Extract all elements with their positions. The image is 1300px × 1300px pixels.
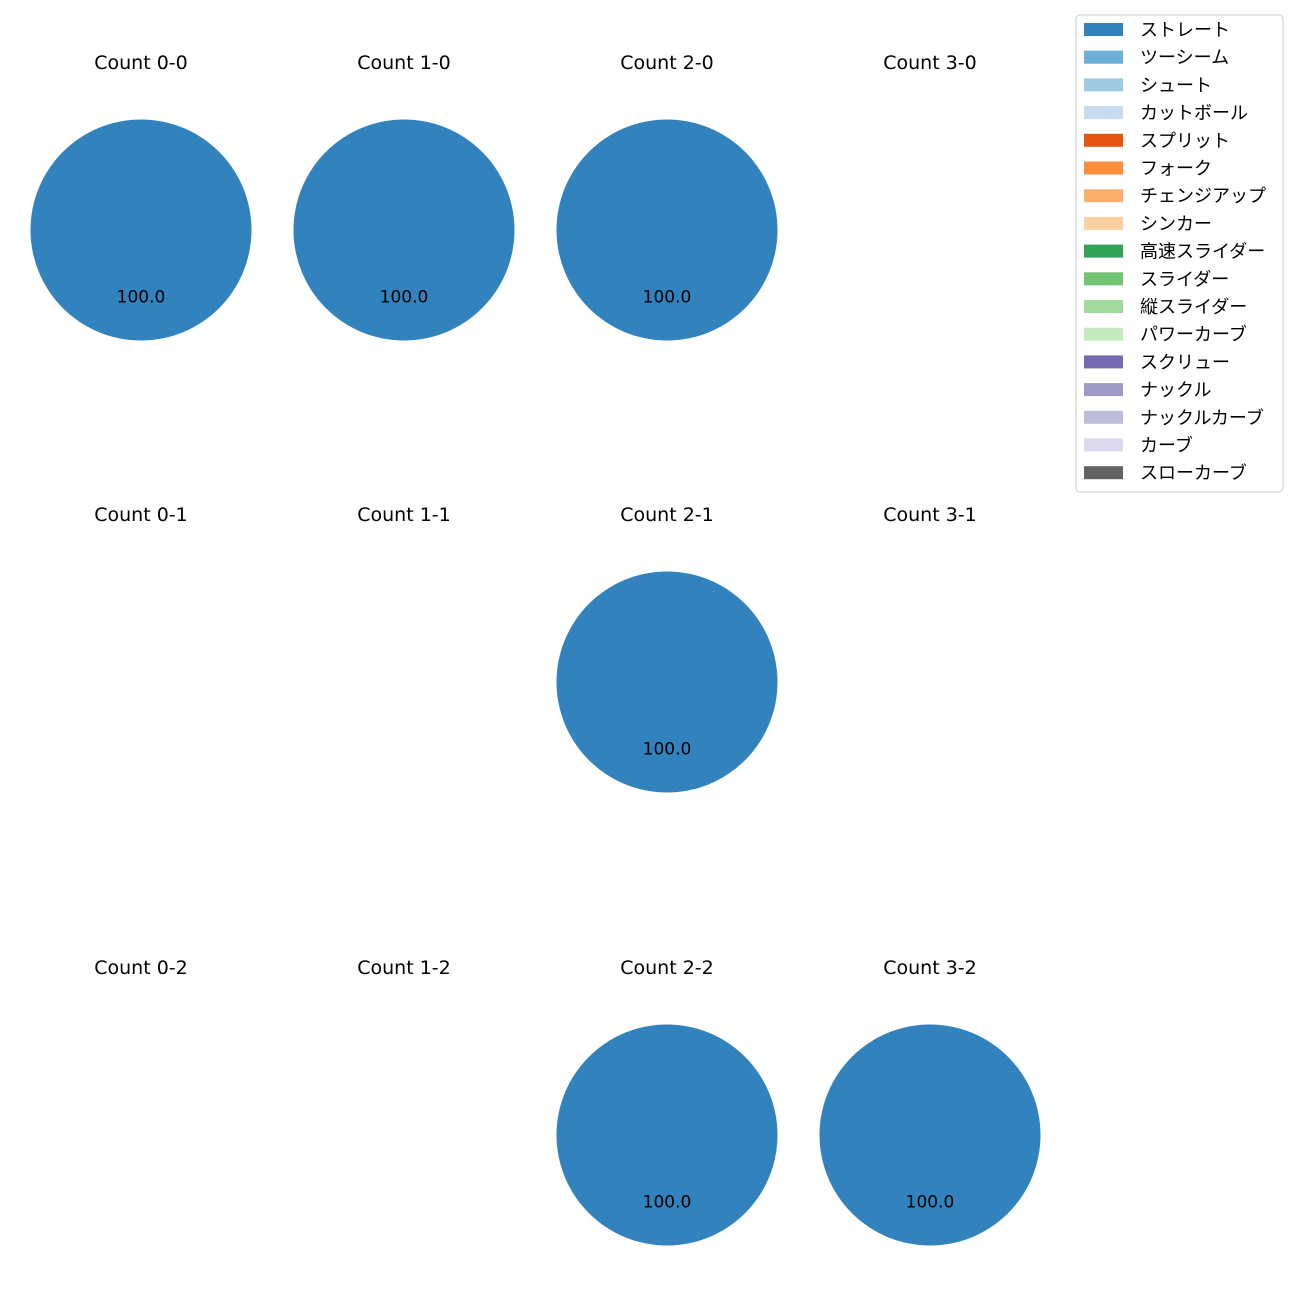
legend-label: フォーク (1140, 159, 1212, 180)
pie-panel: Count 0-0 100.0 (30, 52, 252, 341)
pie-slice (819, 1024, 1041, 1246)
legend-swatch (1084, 216, 1123, 230)
pie-slice (556, 1024, 778, 1246)
legend-frame (1075, 14, 1284, 493)
pie-panel: Count 2-1 100.0 (556, 504, 778, 793)
panel-title: Count 3-2 (883, 957, 977, 979)
legend-swatch (1084, 23, 1123, 36)
legend-label: ナックルカーブ (1140, 407, 1264, 429)
legend-label: ツーシーム (1140, 48, 1229, 69)
legend-label: シンカー (1140, 214, 1212, 235)
legend-entry: パワーカーブ (1084, 324, 1247, 346)
slice-percentage-label: 100.0 (643, 1192, 692, 1212)
legend-swatch (1084, 466, 1123, 480)
legend-label: スローカーブ (1140, 462, 1247, 484)
legend-swatch (1084, 272, 1123, 286)
legend-entry: カーブ (1084, 435, 1193, 457)
legend-entry: ストレート (1084, 20, 1230, 41)
legend-entry: ナックルカーブ (1084, 407, 1264, 429)
slice-percentage-label: 100.0 (380, 287, 429, 307)
panel-title: Count 0-1 (94, 504, 188, 526)
panel-title: Count 2-1 (620, 504, 714, 526)
legend-entry: 縦スライダー (1084, 297, 1247, 318)
pie-panels: Count 0-0 100.0 Count 1-0 100.0 Count 2-0 100… (30, 52, 1041, 1246)
pie-panel: Count 1-1 (357, 504, 451, 526)
panel-title: Count 2-0 (620, 52, 714, 74)
pie-slice (556, 119, 778, 341)
slice-percentage-label: 100.0 (643, 739, 692, 759)
legend: ストレートツーシームシュートカットボールスプリットフォークチェンジアップシンカー… (1075, 14, 1284, 493)
legend-swatch (1084, 189, 1123, 203)
panel-title: Count 3-0 (883, 52, 977, 74)
pie-panel: Count 2-2 100.0 (556, 957, 778, 1246)
legend-swatch (1084, 78, 1123, 92)
legend-label: シュート (1140, 75, 1212, 96)
legend-entry: スプリット (1084, 131, 1230, 152)
pie-slice (30, 119, 252, 341)
legend-swatch (1084, 133, 1123, 147)
legend-swatch (1084, 244, 1123, 258)
pie-panel: Count 2-0 100.0 (556, 52, 778, 341)
legend-label: カットボール (1140, 103, 1248, 124)
pie-panel: Count 3-1 (883, 504, 977, 526)
pie-panel: Count 3-0 (883, 52, 977, 74)
legend-entry: ナックル (1084, 380, 1211, 401)
legend-entry: シンカー (1084, 214, 1212, 235)
legend-entry: フォーク (1084, 159, 1212, 180)
legend-entry: カットボール (1084, 103, 1248, 124)
legend-entry: スライダー (1084, 269, 1229, 290)
pie-slice (556, 571, 778, 793)
pie-panel: Count 0-2 (94, 957, 188, 979)
legend-label: スプリット (1140, 131, 1230, 152)
legend-swatch (1084, 438, 1123, 452)
panel-title: Count 0-0 (94, 52, 188, 74)
pie-panel: Count 0-1 (94, 504, 188, 526)
panel-title: Count 3-1 (883, 504, 977, 526)
legend-label: 高速スライダー (1140, 242, 1265, 263)
legend-label: 縦スライダー (1140, 297, 1247, 318)
legend-entry: チェンジアップ (1084, 186, 1266, 207)
legend-label: スクリュー (1140, 352, 1230, 373)
slice-percentage-label: 100.0 (906, 1192, 955, 1212)
legend-swatch (1084, 327, 1123, 341)
panel-title: Count 1-2 (357, 957, 451, 979)
legend-entry: 高速スライダー (1084, 242, 1265, 263)
pie-panel: Count 3-2 100.0 (819, 957, 1041, 1246)
legend-entry: スクリュー (1084, 352, 1230, 373)
legend-label: スライダー (1140, 269, 1229, 290)
legend-entry: シュート (1084, 75, 1212, 96)
panel-title: Count 1-1 (357, 504, 451, 526)
legend-swatch (1084, 383, 1123, 397)
panel-title: Count 2-2 (620, 957, 714, 979)
panel-title: Count 1-0 (357, 52, 451, 74)
panel-title: Count 0-2 (94, 957, 188, 979)
legend-label: チェンジアップ (1140, 186, 1266, 207)
legend-entry: スローカーブ (1084, 462, 1247, 484)
legend-swatch (1084, 410, 1123, 424)
legend-swatch (1084, 50, 1123, 64)
slice-percentage-label: 100.0 (117, 287, 166, 307)
slice-percentage-label: 100.0 (643, 287, 692, 307)
legend-label: ナックル (1140, 380, 1211, 401)
legend-swatch (1084, 355, 1123, 369)
legend-entry: ツーシーム (1084, 48, 1229, 69)
legend-label: パワーカーブ (1140, 324, 1247, 346)
legend-swatch (1084, 106, 1123, 120)
legend-swatch (1084, 300, 1123, 313)
pie-panel: Count 1-2 (357, 957, 451, 979)
legend-label: カーブ (1140, 435, 1193, 457)
legend-label: ストレート (1140, 20, 1230, 41)
pie-panel: Count 1-0 100.0 (293, 52, 515, 341)
legend-swatch (1084, 161, 1123, 175)
pie-slice (293, 119, 515, 341)
